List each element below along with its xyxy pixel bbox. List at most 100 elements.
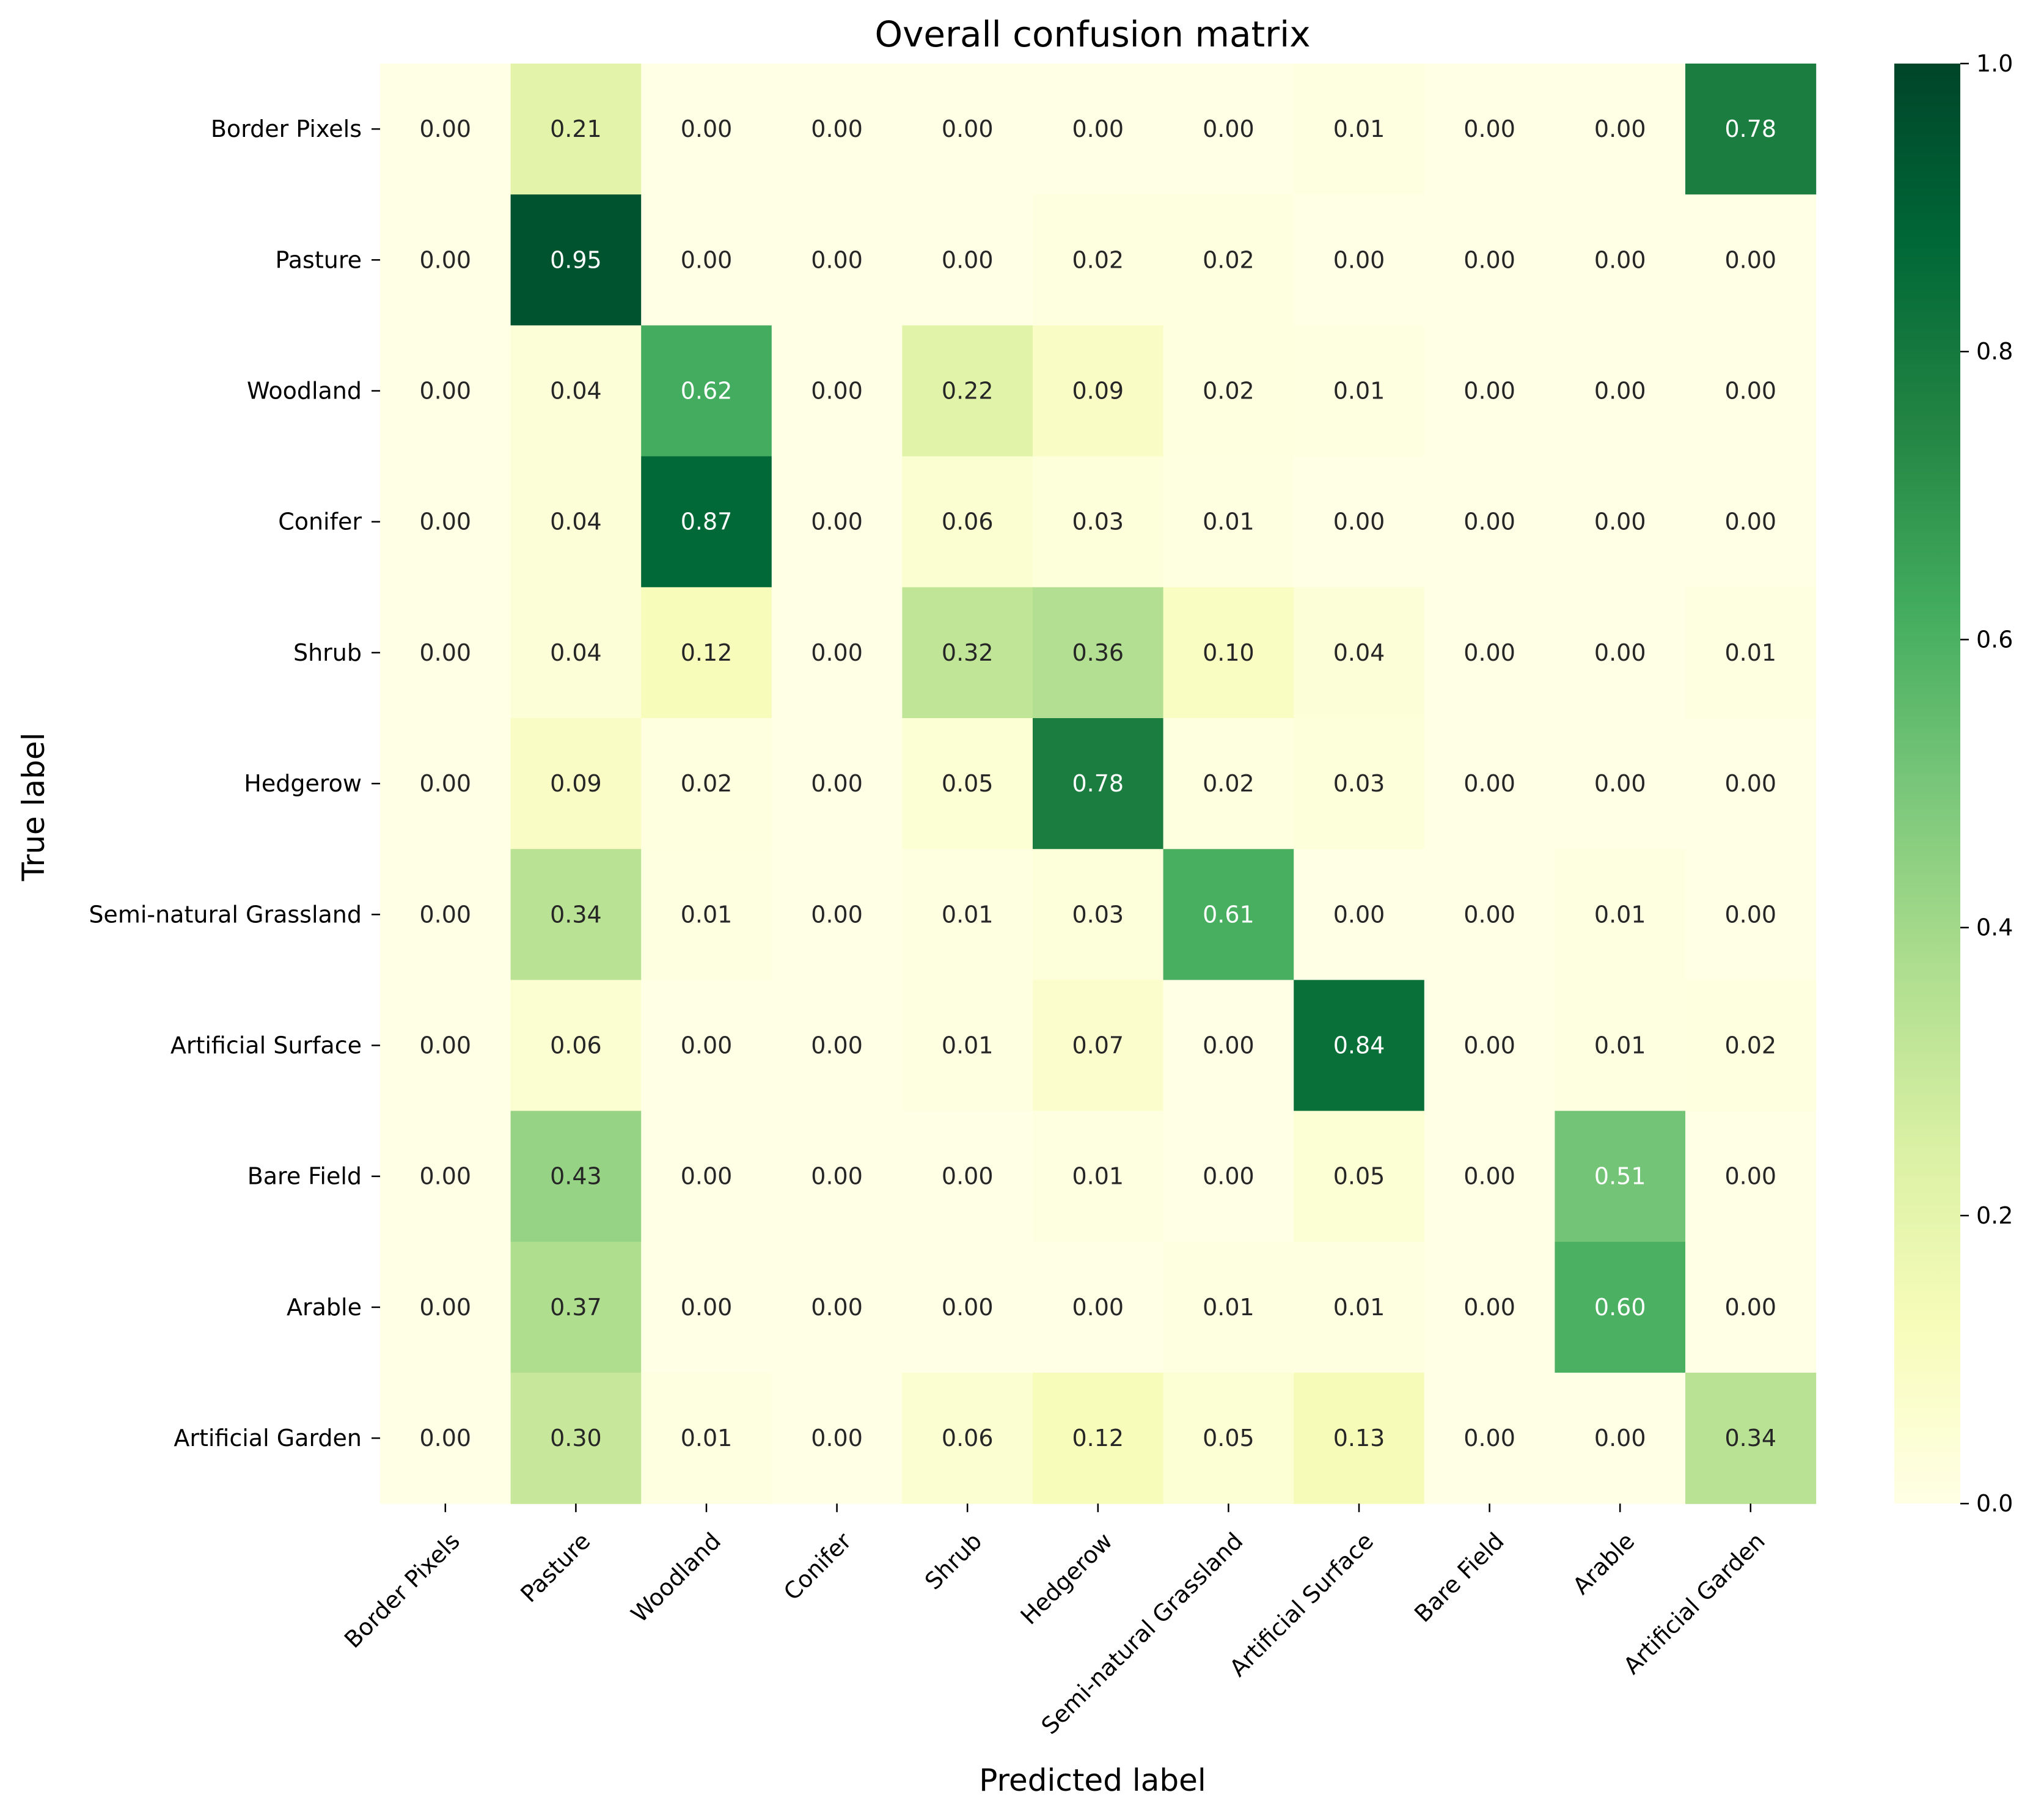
cell-value-label: 0.00 <box>1333 901 1385 928</box>
cell-value-label: 0.00 <box>1724 1163 1776 1190</box>
heatmap-cell-border-pixels-arable <box>1555 64 1686 195</box>
cell-value-label: 0.09 <box>550 770 602 797</box>
y-axis: Border Pixels Pasture Woodland Conifer Shrub… <box>89 116 380 1452</box>
cell-value-label: 0.00 <box>1594 770 1646 797</box>
heatmap-cell-pasture-bare-field <box>1424 194 1555 326</box>
heatmap-cells <box>380 64 1817 1504</box>
heatmap-cell-shrub-border-pixels <box>380 587 511 719</box>
cell-value-label: 0.01 <box>1333 116 1385 142</box>
heatmap-cell-hedgerow-woodland <box>641 718 772 850</box>
heatmap-cell-arable-border-pixels <box>380 1241 511 1373</box>
colorbar-tick-label: 0.2 <box>1976 1202 2013 1229</box>
cell-value-label: 0.07 <box>1072 1032 1124 1059</box>
cell-value-label: 0.43 <box>550 1163 602 1190</box>
heatmap-cell-artificial-surface-shrub <box>902 980 1033 1112</box>
heatmap-cell-artificial-surface-bare-field <box>1424 980 1555 1112</box>
heatmap-cell-conifer-pasture <box>510 456 642 588</box>
heatmap-cell-semi-natural-grassland-border-pixels <box>380 849 511 980</box>
cell-value-label: 0.01 <box>1333 1294 1385 1321</box>
y-tick-label-hedgerow: Hedgerow <box>244 770 362 797</box>
heatmap-cell-shrub-arable <box>1555 587 1686 719</box>
heatmap-cell-shrub-semi-natural-grassland <box>1163 587 1294 719</box>
heatmap-cell-artificial-garden-woodland <box>641 1373 772 1504</box>
cell-value-label: 0.34 <box>1724 1425 1776 1452</box>
heatmap-cell-bare-field-arable <box>1555 1110 1686 1243</box>
heatmap-cell-arable-woodland <box>641 1241 772 1373</box>
heatmap-cell-semi-natural-grassland-artificial-surface <box>1294 849 1425 980</box>
cell-value-label: 0.00 <box>681 1294 733 1321</box>
heatmap-cell-hedgerow-border-pixels <box>380 718 511 850</box>
cell-value-label: 0.02 <box>1072 246 1124 273</box>
cell-value-label: 0.00 <box>942 116 994 142</box>
cell-value-label: 0.00 <box>811 770 863 797</box>
cell-value-label: 0.00 <box>419 1163 471 1190</box>
heatmap-cell-border-pixels-hedgerow <box>1033 64 1164 195</box>
cell-value-label: 0.02 <box>1203 246 1255 273</box>
y-tick-label-semi-natural-grassland: Semi-natural Grassland <box>89 901 362 928</box>
cell-value-label: 0.00 <box>1203 116 1255 142</box>
cell-value-label: 0.05 <box>1203 1425 1255 1452</box>
heatmap-cell-shrub-conifer <box>771 587 903 719</box>
cell-value-label: 0.06 <box>942 508 994 535</box>
cell-value-label: 0.01 <box>1072 1163 1124 1190</box>
cell-value-label: 0.13 <box>1333 1425 1385 1452</box>
chart-title: Overall confusion matrix <box>874 13 1310 55</box>
heatmap-cell-pasture-artificial-garden <box>1685 194 1817 326</box>
cell-value-label: 0.62 <box>681 378 733 405</box>
heatmap-cell-border-pixels-shrub <box>902 64 1033 195</box>
heatmap-cell-conifer-woodland <box>641 456 772 588</box>
heatmap-cell-pasture-conifer <box>771 194 903 326</box>
heatmap-cell-shrub-artificial-surface <box>1294 587 1425 719</box>
heatmap-cell-conifer-shrub <box>902 456 1033 588</box>
heatmap-cell-semi-natural-grassland-hedgerow <box>1033 849 1164 980</box>
cell-value-label: 0.00 <box>1203 1032 1255 1059</box>
cell-value-label: 0.01 <box>942 1032 994 1059</box>
heatmap-cell-artificial-surface-conifer <box>771 980 903 1112</box>
heatmap-cell-shrub-woodland <box>641 587 772 719</box>
cell-value-label: 0.00 <box>811 1032 863 1059</box>
heatmap-cell-pasture-pasture <box>510 194 642 326</box>
cell-value-label: 0.04 <box>550 639 602 666</box>
heatmap-cell-shrub-hedgerow <box>1033 587 1164 719</box>
cell-value-label: 0.09 <box>1072 378 1124 405</box>
cell-value-label: 0.22 <box>942 378 994 405</box>
heatmap-cell-artificial-garden-artificial-garden <box>1685 1373 1817 1504</box>
heatmap-cell-bare-field-border-pixels <box>380 1110 511 1243</box>
heatmap-cell-artificial-surface-semi-natural-grassland <box>1163 980 1294 1112</box>
cell-value-label: 0.01 <box>1203 1294 1255 1321</box>
heatmap-cell-labels: 0.00 0.21 0.00 0.00 0.00 0.00 0.00 0.01 0.00 0.00… <box>419 116 1776 1452</box>
heatmap-cell-hedgerow-artificial-garden <box>1685 718 1817 850</box>
heatmap-cell-hedgerow-conifer <box>771 718 903 850</box>
heatmap-cell-artificial-garden-arable <box>1555 1373 1686 1504</box>
heatmap-cell-semi-natural-grassland-shrub <box>902 849 1033 980</box>
cell-value-label: 0.60 <box>1594 1294 1646 1321</box>
heatmap-cell-shrub-artificial-garden <box>1685 587 1817 719</box>
heatmap-cell-semi-natural-grassland-bare-field <box>1424 849 1555 980</box>
heatmap-cell-artificial-surface-pasture <box>510 980 642 1112</box>
cell-value-label: 0.30 <box>550 1425 602 1452</box>
cell-value-label: 0.00 <box>1463 1163 1515 1190</box>
heatmap-cell-woodland-woodland <box>641 325 772 457</box>
heatmap-cell-woodland-border-pixels <box>380 325 511 457</box>
cell-value-label: 0.00 <box>1594 246 1646 273</box>
cell-value-label: 0.32 <box>942 639 994 666</box>
heatmap-cell-woodland-bare-field <box>1424 325 1555 457</box>
x-axis-label: Predicted label <box>979 1763 1206 1798</box>
cell-value-label: 0.00 <box>811 1425 863 1452</box>
cell-value-label: 0.00 <box>419 1032 471 1059</box>
cell-value-label: 0.00 <box>1333 246 1385 273</box>
cell-value-label: 0.00 <box>681 116 733 142</box>
cell-value-label: 0.00 <box>1203 1163 1255 1190</box>
heatmap-cell-artificial-garden-conifer <box>771 1373 903 1504</box>
heatmap-cell-artificial-surface-hedgerow <box>1033 980 1164 1112</box>
heatmap-cell-conifer-border-pixels <box>380 456 511 588</box>
cell-value-label: 0.03 <box>1333 770 1385 797</box>
heatmap-cell-shrub-shrub <box>902 587 1033 719</box>
cell-value-label: 0.00 <box>811 116 863 142</box>
cell-value-label: 0.00 <box>811 639 863 666</box>
cell-value-label: 0.00 <box>811 378 863 405</box>
cell-value-label: 0.37 <box>550 1294 602 1321</box>
y-tick-label-border-pixels: Border Pixels <box>211 116 362 142</box>
cell-value-label: 0.00 <box>1594 378 1646 405</box>
heatmap-cell-hedgerow-hedgerow <box>1033 718 1164 850</box>
